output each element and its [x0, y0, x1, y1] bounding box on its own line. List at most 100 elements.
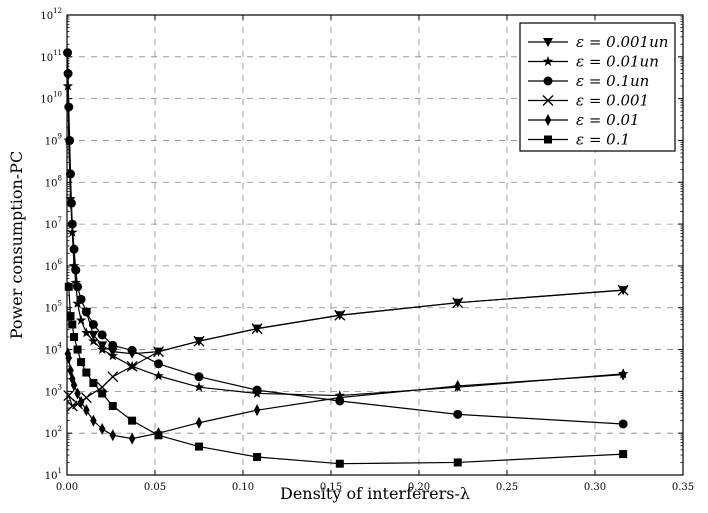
legend-label: ε = 0.01un	[576, 53, 659, 71]
data-point	[68, 320, 77, 329]
legend-item: ε = 0.001	[528, 92, 649, 110]
legend-item: ε = 0.1	[528, 131, 630, 149]
data-point	[336, 391, 344, 404]
data-point	[98, 423, 106, 435]
data-point	[83, 404, 90, 417]
data-point	[107, 350, 118, 361]
y-tick-label: 107	[45, 216, 62, 231]
y-tick-label: 103	[45, 383, 62, 398]
y-tick-label: 108	[45, 174, 62, 189]
data-point	[66, 198, 76, 208]
y-tick-label: 1011	[40, 49, 62, 64]
plot-frame	[66, 14, 684, 476]
data-point	[453, 409, 463, 419]
y-tick-label: 1012	[40, 7, 62, 22]
data-point	[195, 442, 203, 451]
legend-item: ε = 0.01un	[528, 53, 659, 71]
data-point	[617, 284, 629, 296]
data-point	[126, 360, 138, 372]
legend-item: ε = 0.001un	[528, 33, 668, 51]
legend-marker	[542, 95, 554, 106]
data-point	[128, 416, 137, 425]
data-point	[82, 368, 91, 377]
data-point	[334, 309, 346, 321]
x-tick-label: 0.30	[584, 482, 606, 493]
series-line	[66, 52, 624, 425]
data-point	[252, 385, 262, 395]
data-point	[452, 297, 464, 309]
data-point	[71, 265, 81, 275]
x-tick-label: 0.35	[672, 482, 694, 493]
legend-marker	[544, 114, 552, 126]
data-point	[70, 277, 82, 288]
x-tick-label: 0.10	[232, 482, 254, 493]
legend-label: ε = 0.1un	[576, 72, 649, 90]
legend-label: ε = 0.001un	[576, 33, 668, 51]
data-point	[107, 371, 119, 383]
data-point	[253, 404, 261, 417]
series-3	[63, 284, 629, 412]
data-point	[75, 314, 87, 325]
data-point	[81, 307, 91, 317]
y-tick-label: 105	[45, 300, 62, 315]
data-point	[69, 244, 79, 254]
data-point	[64, 102, 74, 112]
data-point	[193, 381, 205, 392]
data-point	[72, 298, 83, 308]
data-point	[67, 219, 77, 229]
y-tick-label: 106	[45, 258, 63, 273]
data-point	[619, 368, 627, 381]
ticks	[66, 14, 684, 476]
data-point	[251, 323, 263, 335]
data-point	[108, 402, 117, 410]
legend-item: ε = 0.01	[528, 111, 640, 129]
data-point	[64, 282, 73, 291]
data-point	[96, 344, 108, 354]
legend-marker	[543, 38, 553, 47]
data-point	[618, 419, 628, 429]
legend-item: ε = 0.1un	[528, 72, 649, 90]
data-point	[195, 416, 203, 429]
y-tick-label: 102	[45, 425, 62, 440]
data-point	[193, 335, 205, 347]
series-layer	[62, 48, 629, 468]
legend-label: ε = 0.01	[576, 111, 640, 129]
x-tick-label: 0.25	[496, 482, 518, 493]
data-point	[88, 319, 98, 329]
x-axis-label: Density of interferers-λ	[280, 484, 470, 503]
data-point	[98, 389, 107, 398]
data-point	[97, 330, 107, 340]
data-point	[65, 193, 76, 204]
y-axis-label: Power consumption-PC	[7, 151, 26, 339]
series-2	[63, 48, 628, 429]
legend-label: ε = 0.1	[576, 131, 630, 149]
data-point	[74, 387, 81, 400]
legend-box	[519, 22, 676, 152]
x-tick-label: 0.05	[144, 482, 166, 493]
data-point	[154, 359, 164, 369]
legend-label: ε = 0.001	[576, 92, 649, 110]
data-point	[70, 379, 78, 392]
data-point	[194, 372, 204, 382]
data-point	[253, 453, 262, 462]
data-point	[68, 260, 80, 271]
y-tick-label: 1010	[40, 91, 62, 106]
y-tick-label: 109	[45, 132, 62, 147]
data-point	[108, 340, 118, 350]
x-tick-label: 0.00	[56, 482, 78, 493]
data-point	[76, 294, 86, 304]
data-point	[77, 358, 86, 367]
data-point	[89, 379, 98, 387]
data-point	[88, 330, 99, 340]
data-point	[453, 458, 462, 467]
data-point	[81, 327, 92, 338]
x-tick-label: 0.15	[320, 482, 342, 493]
data-point	[153, 370, 164, 381]
data-point	[77, 395, 85, 408]
x-tick-label: 0.20	[408, 482, 430, 493]
data-point	[88, 335, 99, 346]
data-point	[335, 459, 344, 468]
y-tick-label: 104	[45, 342, 63, 357]
